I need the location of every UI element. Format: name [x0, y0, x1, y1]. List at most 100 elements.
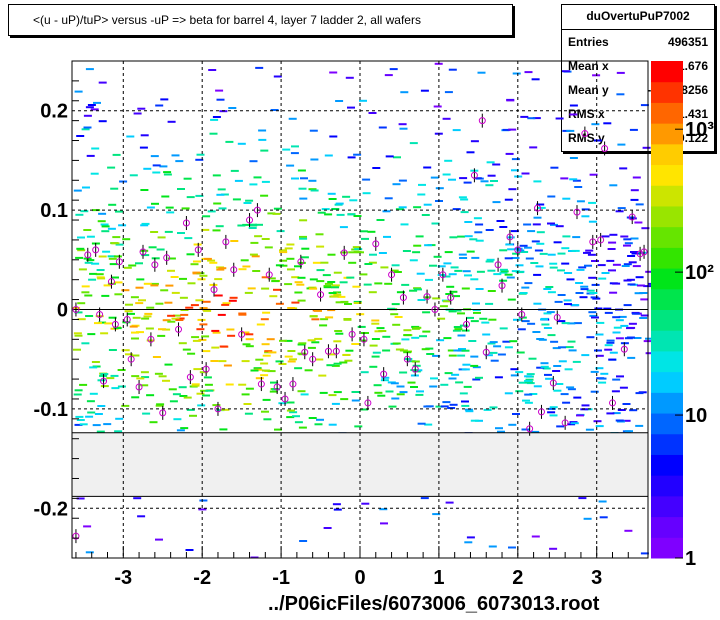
heatmap-cell — [79, 423, 88, 426]
heatmap-cell — [291, 145, 299, 148]
heatmap-cell — [627, 356, 636, 359]
heatmap-cell — [421, 348, 430, 351]
heatmap-cell — [411, 336, 420, 339]
heatmap-cell — [275, 302, 284, 305]
heatmap-cell — [635, 276, 644, 279]
heatmap-cell — [488, 318, 497, 321]
heatmap-cell — [489, 341, 498, 344]
heatmap-cell — [485, 302, 494, 305]
heatmap-cell — [100, 385, 109, 388]
heatmap-cell — [581, 215, 590, 218]
heatmap-cell — [593, 420, 602, 423]
heatmap-cell — [570, 422, 579, 425]
heatmap-cell — [297, 261, 306, 264]
heatmap-cell — [333, 508, 342, 511]
heatmap-cell — [164, 230, 173, 233]
heatmap-cell — [380, 522, 388, 525]
heatmap-cell — [504, 198, 513, 201]
heatmap-cell — [399, 371, 408, 374]
heatmap-cell — [267, 370, 276, 373]
heatmap-cell — [292, 415, 300, 418]
heatmap-cell — [529, 146, 538, 149]
heatmap-cell — [179, 395, 188, 397]
heatmap-cell — [505, 243, 514, 246]
heatmap-cell — [219, 345, 228, 348]
heatmap-cell — [461, 368, 470, 371]
heatmap-cell — [262, 311, 271, 314]
heatmap-cell — [76, 419, 85, 421]
heatmap-cell — [583, 517, 592, 520]
heatmap-cell — [575, 292, 584, 294]
heatmap-cell — [608, 241, 617, 244]
heatmap-cell — [499, 249, 508, 252]
heatmap-cell — [563, 299, 572, 302]
heatmap-cell — [137, 515, 146, 518]
heatmap-cell — [466, 250, 475, 253]
heatmap-cell — [486, 161, 495, 164]
heatmap-cell — [446, 285, 455, 288]
heatmap-cell — [493, 273, 502, 276]
heatmap-cell — [98, 255, 107, 258]
heatmap-cell — [627, 283, 636, 286]
heatmap-cell — [150, 282, 159, 285]
heatmap-cell — [360, 408, 369, 411]
heatmap-cell — [131, 354, 140, 357]
heatmap-cell — [433, 105, 442, 108]
heatmap-cell — [549, 262, 558, 265]
profile-marker — [100, 377, 108, 385]
heatmap-cell — [143, 167, 152, 170]
heatmap-cell — [294, 421, 303, 424]
heatmap-cell — [532, 331, 541, 333]
heatmap-cell — [209, 283, 218, 286]
heatmap-cell — [520, 251, 529, 253]
heatmap-cell — [487, 342, 496, 345]
heatmap-cell — [409, 142, 418, 145]
profile-marker — [151, 261, 159, 269]
heatmap-cell — [612, 378, 621, 381]
palette-swatch — [651, 247, 683, 269]
heatmap-cell — [629, 409, 638, 412]
heatmap-cell — [380, 379, 389, 382]
heatmap-cell — [533, 180, 542, 183]
heatmap-cell — [460, 198, 469, 201]
heatmap-cell — [473, 177, 482, 180]
heatmap-cell — [586, 289, 595, 292]
heatmap-cell — [416, 272, 425, 275]
heatmap-cell — [181, 207, 190, 210]
heatmap-cell — [553, 389, 562, 392]
heatmap-cell — [540, 365, 549, 368]
heatmap-cell — [347, 213, 356, 216]
profile-marker — [182, 219, 190, 227]
heatmap-cell — [539, 252, 548, 255]
heatmap-cell — [209, 132, 218, 135]
heatmap-cell — [253, 367, 262, 370]
heatmap-cell — [183, 396, 192, 399]
profile-marker — [498, 282, 506, 290]
heatmap-cell — [191, 383, 200, 386]
heatmap-cell — [555, 117, 564, 120]
heatmap-cell — [201, 335, 210, 338]
heatmap-cell — [158, 328, 166, 331]
profile-marker — [470, 171, 478, 179]
heatmap-cell — [368, 112, 377, 114]
heatmap-cell — [444, 372, 453, 375]
heatmap-cell — [288, 117, 297, 120]
heatmap-cell — [374, 391, 383, 394]
x-tick-label: -3 — [114, 567, 132, 589]
heatmap-cell — [440, 383, 449, 386]
heatmap-cell — [314, 309, 322, 312]
heatmap-cell — [171, 154, 180, 157]
heatmap-cell — [617, 409, 626, 411]
heatmap-cell — [249, 160, 258, 163]
heatmap-cell — [308, 179, 317, 182]
heatmap-cell — [114, 281, 123, 284]
heatmap-cell — [423, 166, 432, 169]
heatmap-cell — [604, 344, 613, 347]
heatmap-cell — [244, 291, 253, 294]
heatmap-cell — [156, 403, 165, 406]
heatmap-cell — [384, 282, 393, 285]
heatmap-cell — [429, 264, 437, 267]
heatmap-cell — [121, 349, 130, 352]
heatmap-cell — [567, 322, 576, 325]
heatmap-cell — [192, 339, 201, 342]
